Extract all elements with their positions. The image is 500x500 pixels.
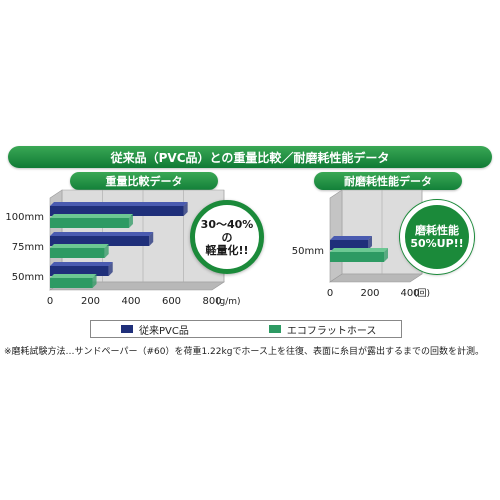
wear-badge-line2: 50%UP!! bbox=[410, 237, 464, 250]
weight-bar-eco bbox=[50, 248, 105, 258]
wear-plot-floor bbox=[329, 273, 423, 283]
wear-x-tick: 200 bbox=[360, 288, 379, 299]
weight-category-label: 75mm bbox=[12, 242, 44, 253]
test-method-note: ※磨耗試験方法…サンドペーパー（#60）を荷重1.22kgでホース上を往復、表面… bbox=[4, 347, 484, 357]
weight-x-tick: 0 bbox=[47, 296, 53, 307]
legend-swatch-conventional bbox=[121, 325, 133, 333]
weight-bar-top bbox=[50, 262, 113, 266]
weight-x-tick: 800 bbox=[202, 296, 221, 307]
weight-category-label: 50mm bbox=[12, 272, 44, 283]
weight-badge-line2: の bbox=[221, 230, 233, 244]
wear-badge-line1: 磨耗性能 bbox=[415, 224, 459, 237]
legend-label-conventional: 従来PVC品 bbox=[139, 325, 189, 337]
weight-bar-top bbox=[50, 274, 97, 278]
weight-bar-top bbox=[50, 214, 133, 218]
weight-badge-line3: 軽量化!! bbox=[205, 243, 249, 257]
weight-badge: 30〜40% の 軽量化!! bbox=[190, 200, 264, 274]
weight-x-tick: 400 bbox=[121, 296, 140, 307]
legend-label-eco: エコフラットホース bbox=[286, 325, 377, 337]
wear-bar-top bbox=[330, 236, 372, 240]
wear-badge: 磨耗性能 50%UP!! bbox=[400, 200, 474, 274]
wear-chart-title: 耐磨耗性能データ bbox=[314, 172, 462, 190]
wear-bar-eco bbox=[330, 252, 384, 262]
weight-bar-side bbox=[104, 244, 109, 258]
legend-item-eco: エコフラットホース bbox=[268, 322, 377, 337]
weight-bar-side bbox=[128, 214, 133, 228]
weight-bar-conventional bbox=[50, 236, 150, 246]
wear-bar-top bbox=[330, 248, 388, 252]
weight-bar-conventional bbox=[50, 206, 184, 216]
wear-x-tick: 0 bbox=[327, 288, 333, 299]
weight-bar-side bbox=[92, 274, 97, 288]
legend-swatch-eco bbox=[268, 325, 281, 333]
weight-x-tick: 200 bbox=[81, 296, 100, 307]
weight-bar-top bbox=[50, 244, 109, 248]
weight-bar-side bbox=[149, 232, 154, 246]
weight-bar-eco bbox=[50, 278, 93, 288]
weight-bar-conventional bbox=[50, 266, 109, 276]
weight-bar-top bbox=[50, 202, 188, 206]
weight-category-label: 100mm bbox=[5, 212, 44, 223]
weight-x-unit: (g/m) bbox=[216, 297, 241, 307]
wear-bar-side bbox=[384, 248, 388, 262]
wear-bar-side bbox=[368, 236, 372, 250]
weight-bar-side bbox=[183, 202, 188, 216]
wear-bar-conventional bbox=[330, 240, 368, 250]
legend-item-conventional: 従来PVC品 bbox=[121, 322, 189, 337]
weight-chart-title: 重量比較データ bbox=[70, 172, 218, 190]
weight-badge-line1: 30〜40% bbox=[200, 217, 254, 231]
weight-bar-eco bbox=[50, 218, 129, 228]
weight-bar-top bbox=[50, 232, 154, 236]
legend: 従来PVC品 エコフラットホース bbox=[90, 320, 402, 338]
weight-x-tick: 600 bbox=[162, 296, 181, 307]
wear-x-unit: (回) bbox=[414, 288, 430, 299]
wear-category-label: 50mm bbox=[292, 246, 324, 257]
wear-x-tick: 400 bbox=[400, 288, 419, 299]
weight-bar-side bbox=[108, 262, 113, 276]
title-banner: 従来品（PVC品）との重量比較／耐磨耗性能データ bbox=[8, 146, 492, 168]
